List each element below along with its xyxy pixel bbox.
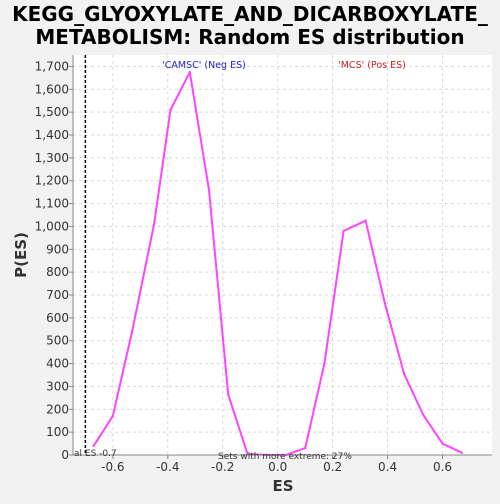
data-point	[152, 222, 156, 226]
y-tick-label: 0	[61, 448, 69, 462]
y-axis-title: P(ES)	[12, 232, 30, 278]
x-tick-label: 0.6	[433, 460, 452, 474]
data-point	[383, 301, 387, 305]
y-tick-label: 100	[46, 425, 69, 439]
data-point	[130, 330, 134, 333]
y-tick-label: 800	[46, 265, 69, 279]
x-tick-label: -0.6	[101, 460, 124, 474]
actual-es-label: al ES -0.7	[74, 449, 117, 459]
data-point	[441, 442, 444, 445]
data-point	[111, 414, 115, 418]
y-tick-label: 700	[46, 288, 69, 302]
data-point	[169, 108, 172, 112]
y-tick-label: 1,000	[35, 219, 69, 233]
y-tick-label: 1,500	[35, 105, 69, 119]
data-point	[303, 446, 307, 450]
data-point	[92, 444, 95, 448]
y-tick-label: 600	[46, 311, 69, 325]
chart-title-line-2: METABOLISM: Random ES distribution	[35, 25, 464, 49]
negative-es-label: 'CAMSC' (Neg ES)	[162, 60, 246, 71]
y-tick-label: 400	[46, 357, 69, 371]
data-point	[246, 452, 249, 456]
y-tick-label: 200	[46, 402, 69, 416]
data-point	[323, 362, 326, 365]
y-tick-label: 500	[46, 334, 69, 348]
y-tick-label: 900	[46, 242, 69, 256]
extreme-sets-note: Sets with more extreme: 27%	[218, 452, 352, 462]
y-tick-label: 1,100	[35, 197, 69, 211]
y-tick-label: 1,600	[35, 82, 69, 96]
grid-lines	[73, 55, 492, 456]
x-axis-ticks: -0.6 -0.4 -0.2 0.0 0.2 0.4 0.6	[101, 455, 452, 474]
x-axis-title: ES	[272, 477, 293, 495]
y-tick-label: 1,400	[35, 128, 69, 142]
plot-area	[73, 55, 492, 455]
y-tick-label: 300	[46, 379, 69, 393]
x-tick-label: 0.0	[268, 460, 287, 474]
y-axis-ticks: 0 100 200 300 400 500 600 700 800 900 1,000 1,100 1,…	[35, 59, 73, 462]
y-tick-label: 1,300	[35, 151, 69, 165]
positive-es-label: 'MCS' (Pos ES)	[338, 60, 406, 71]
y-tick-label: 1,200	[35, 174, 69, 188]
x-tick-label: -0.4	[156, 460, 179, 474]
data-point	[402, 372, 406, 376]
x-tick-label: 0.2	[323, 460, 342, 474]
data-point	[188, 70, 191, 74]
chart-title-line-1: KEGG_GLYOXYLATE_AND_DICARBOXYLATE_	[12, 2, 488, 26]
data-point	[460, 451, 463, 454]
data-point	[364, 219, 367, 222]
x-tick-label: -0.2	[211, 460, 234, 474]
y-tick-label: 1,700	[35, 59, 69, 73]
data-point	[342, 229, 345, 233]
data-point	[227, 393, 230, 396]
data-point	[422, 413, 425, 417]
data-point	[207, 188, 211, 192]
x-tick-label: 0.4	[378, 460, 397, 474]
